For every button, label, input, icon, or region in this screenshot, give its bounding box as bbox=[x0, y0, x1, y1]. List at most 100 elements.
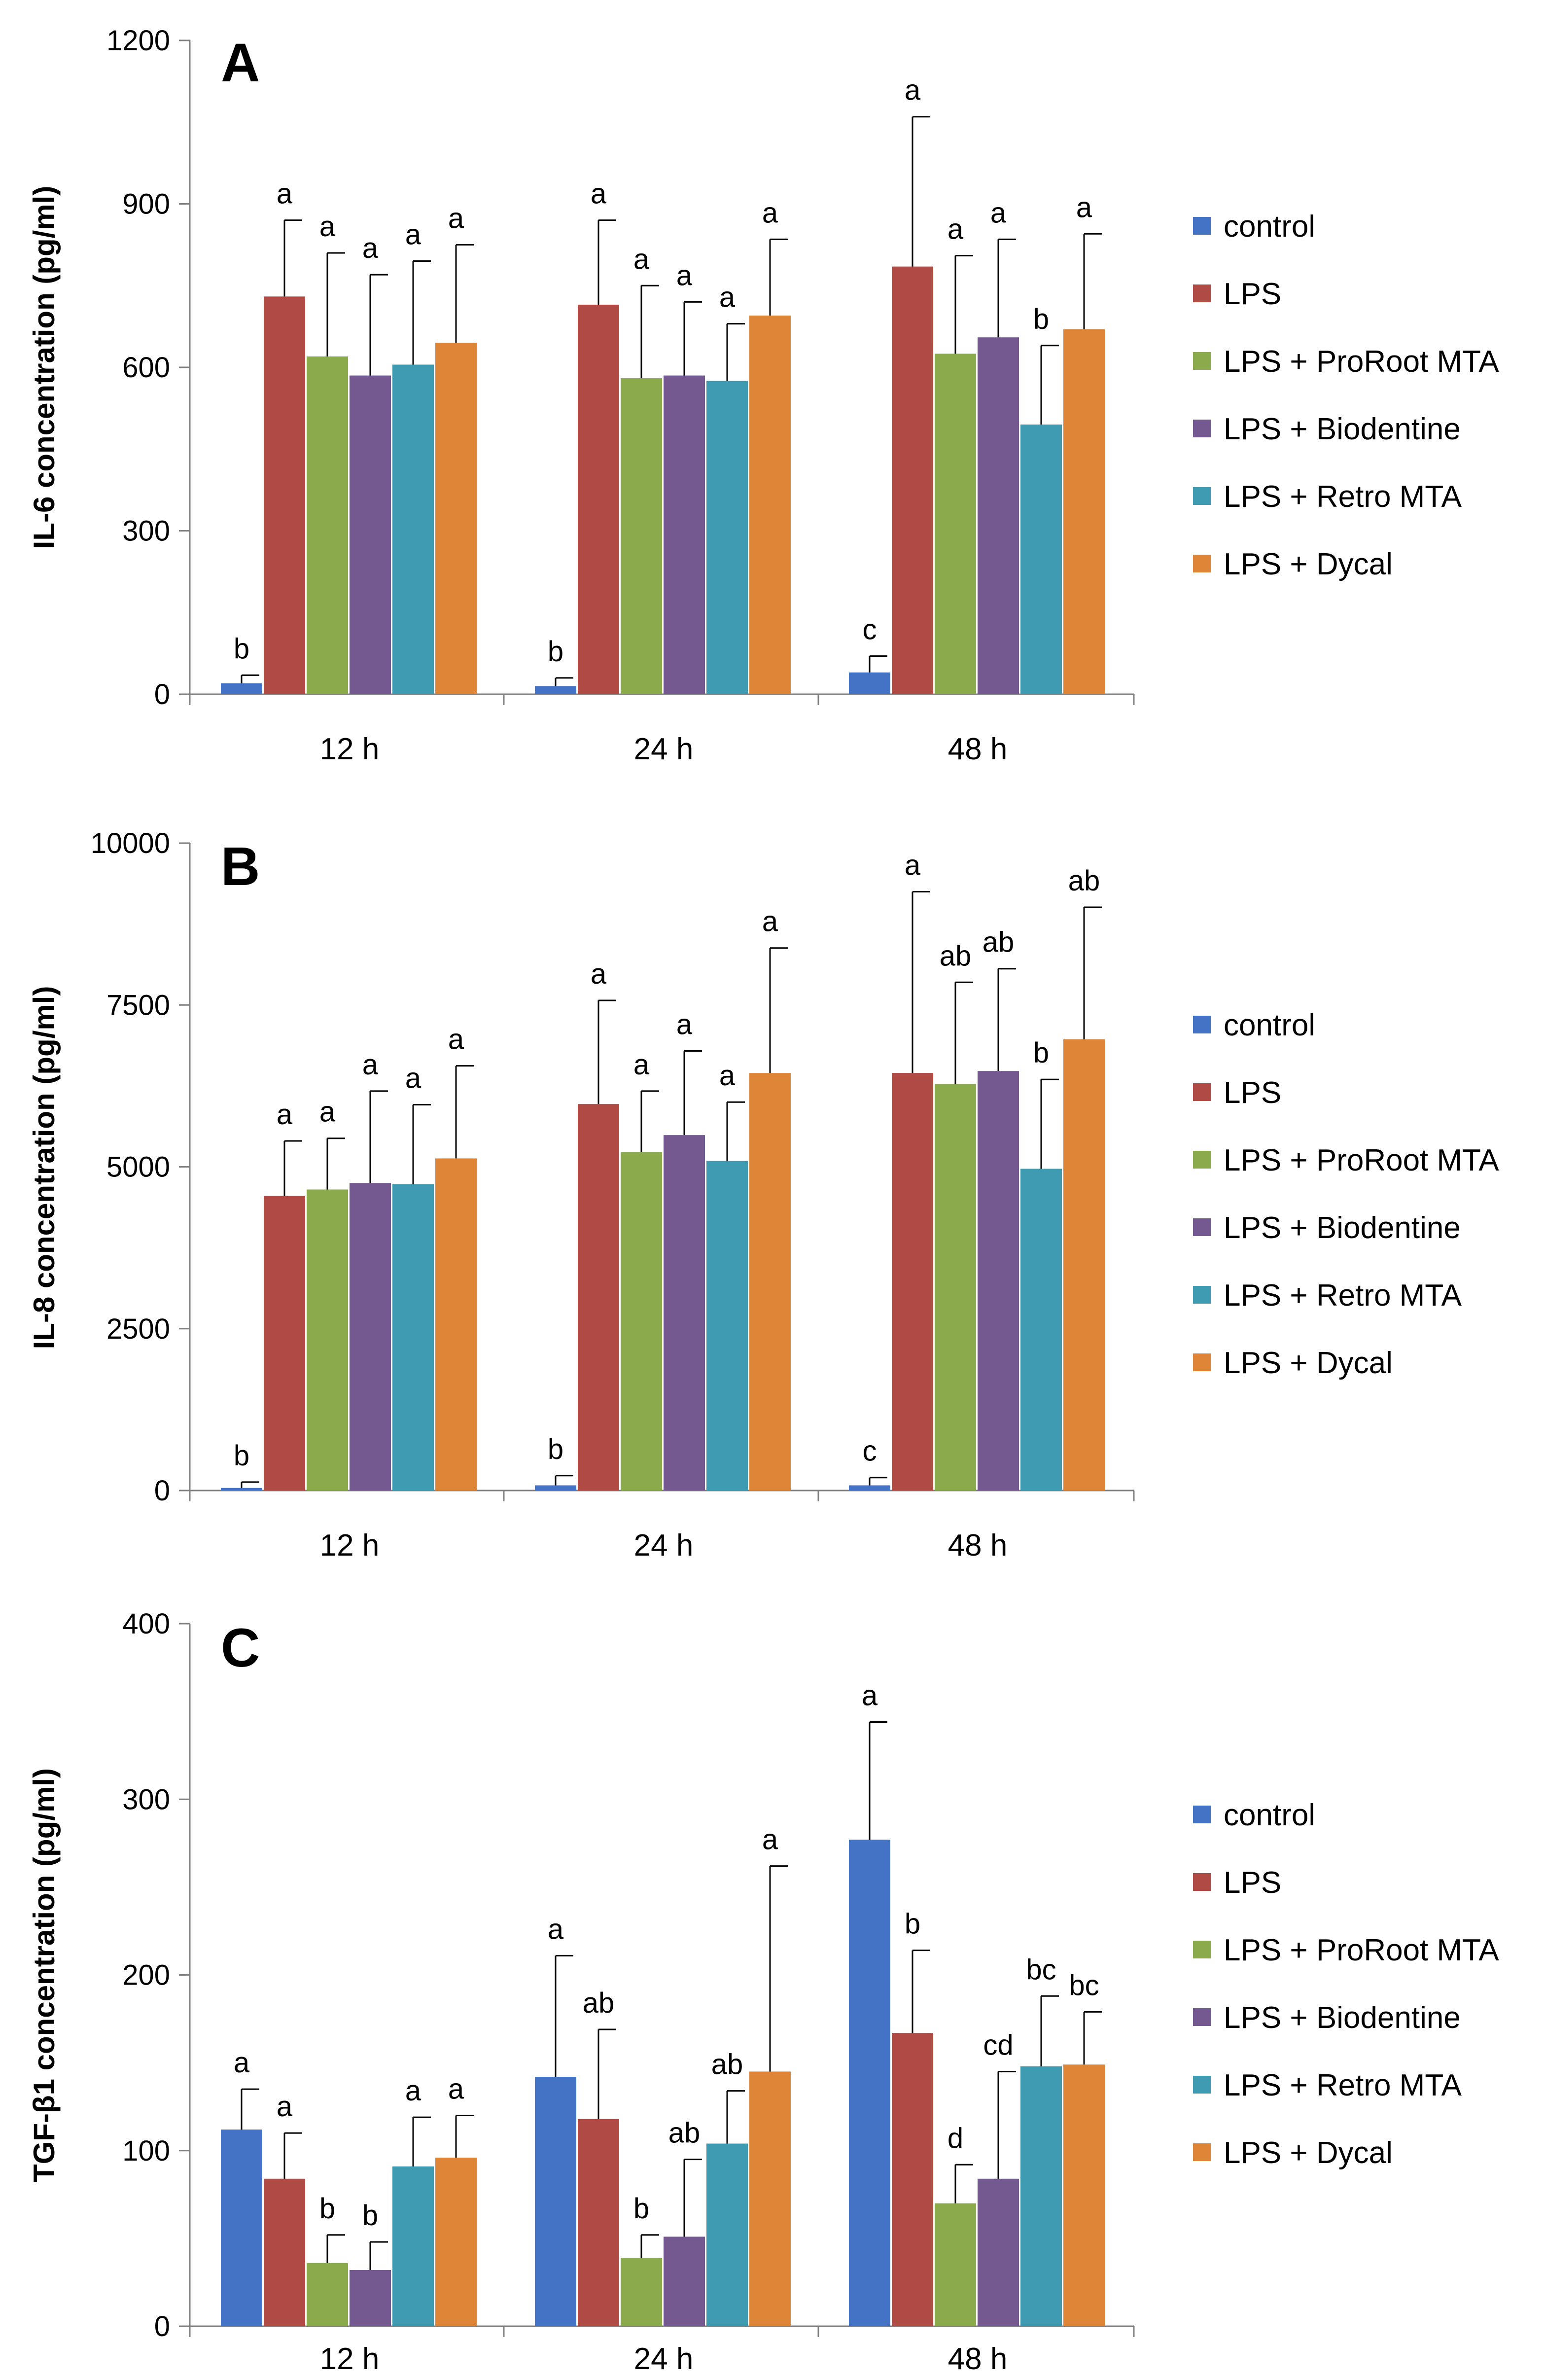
panel-C-significance-label: d bbox=[947, 2122, 963, 2154]
panel-C-y-axis-label: TGF-β1 concentration (pg/ml) bbox=[28, 1768, 61, 2182]
panel-A-y-tick-label: 600 bbox=[122, 352, 170, 384]
panel-B: 0 2500 5000 7500 10000 12 h 24 h 48 h IL-8 conce… bbox=[28, 827, 1499, 1563]
panel-A-significance-label: a bbox=[633, 243, 650, 275]
panel-B-legend-label: LPS bbox=[1224, 1076, 1281, 1110]
panel-B-y-tick-label: 10000 bbox=[91, 827, 170, 859]
panel-A-significance-label: a bbox=[947, 213, 964, 245]
panel-A-significance-label: c bbox=[863, 614, 877, 646]
panel-A-bar bbox=[935, 354, 976, 694]
panel-A-bar bbox=[1063, 329, 1105, 694]
panel-B-significance-label: ab bbox=[940, 940, 972, 972]
panel-B-significance-label: a bbox=[362, 1049, 379, 1081]
panel-A-legend-label: LPS + Biodentine bbox=[1224, 412, 1461, 446]
panel-C-bar bbox=[1020, 2066, 1062, 2326]
panel-C-significance-label: ab bbox=[583, 1987, 615, 2019]
panel-A-legend-label: control bbox=[1224, 210, 1315, 244]
panel-B-significance-label: a bbox=[319, 1096, 336, 1128]
panel-B-bar bbox=[264, 1196, 305, 1491]
panel-C-significance-label: b bbox=[319, 2193, 335, 2225]
panel-B-significance-label: a bbox=[905, 849, 921, 881]
panel-A-significance-label: a bbox=[362, 232, 379, 264]
panel-B-significance-label: b bbox=[234, 1440, 249, 1472]
panel-A-bar bbox=[435, 343, 477, 694]
panel-A-bar bbox=[535, 686, 576, 694]
panel-C-legend-swatch bbox=[1193, 1873, 1211, 1891]
panel-B-legend-label: LPS + Retro MTA bbox=[1224, 1279, 1462, 1313]
panel-C-y-tick-label: 200 bbox=[122, 1959, 170, 1991]
panel-C-bar bbox=[621, 2258, 662, 2326]
panel-C-bar bbox=[664, 2237, 705, 2326]
panel-C-significance-label: ab bbox=[668, 2117, 701, 2149]
panel-B-significance-label: a bbox=[676, 1008, 693, 1040]
panel-B-legend-label: control bbox=[1224, 1008, 1315, 1042]
panel-B-bar bbox=[1063, 1039, 1105, 1491]
panel-A-bar bbox=[706, 381, 748, 694]
panel-B-bar bbox=[849, 1485, 890, 1491]
panel-C-bar bbox=[221, 2130, 262, 2326]
panel-C-legend-label: LPS + Dycal bbox=[1224, 2136, 1393, 2170]
panel-B-significance-label: a bbox=[762, 906, 778, 938]
panel-C-y-tick-label: 300 bbox=[122, 1783, 170, 1815]
panel-A: 0 300 600 900 1200 12 h 24 h 48 h IL-6 concentra… bbox=[28, 25, 1499, 766]
panel-B-bar bbox=[350, 1183, 391, 1491]
panel-C-bar bbox=[350, 2270, 391, 2326]
panel-B-significance-label: a bbox=[633, 1049, 650, 1081]
panel-A-bar bbox=[978, 337, 1019, 694]
panel-C-significance-label: a bbox=[762, 1824, 778, 1856]
panel-C-significance-label: ab bbox=[711, 2049, 743, 2081]
panel-C-legend-label: LPS + ProRoot MTA bbox=[1224, 1933, 1499, 1967]
panel-A-bar bbox=[621, 378, 662, 694]
panel-A-x-category-label: 48 h bbox=[948, 732, 1008, 766]
panel-A-significance-label: a bbox=[990, 197, 1007, 229]
panel-C-significance-label: bc bbox=[1069, 1969, 1099, 2001]
panel-C-bar bbox=[535, 2077, 576, 2326]
panel-A-legend-swatch bbox=[1193, 487, 1211, 505]
panel-A-significance-label: a bbox=[448, 202, 464, 234]
panel-B-significance-label: b bbox=[548, 1433, 563, 1465]
panel-C-bar bbox=[749, 2071, 791, 2326]
panel-B-bar bbox=[307, 1189, 348, 1491]
panel-C-significance-label: a bbox=[405, 2075, 421, 2107]
panel-A-significance-label: a bbox=[591, 178, 607, 210]
panel-B-bar bbox=[935, 1084, 976, 1491]
panel-B-letter: B bbox=[221, 836, 260, 897]
panel-C-x-category-label: 48 h bbox=[948, 2342, 1008, 2376]
panel-A-bar bbox=[578, 304, 619, 694]
panel-B-significance-label: ab bbox=[983, 926, 1015, 959]
panel-C-bar bbox=[706, 2143, 748, 2326]
panel-B-significance-label: c bbox=[863, 1435, 877, 1467]
panel-C-legend-label: LPS bbox=[1224, 1866, 1281, 1900]
panel-A-y-tick-label: 1200 bbox=[106, 25, 170, 57]
panel-C-letter: C bbox=[221, 1618, 260, 1678]
panel-A-significance-label: a bbox=[405, 219, 421, 251]
panel-A-letter: A bbox=[221, 33, 260, 93]
panel-C-bar bbox=[307, 2263, 348, 2326]
panel-A-bar bbox=[1020, 425, 1062, 694]
panel-B-bar bbox=[221, 1488, 262, 1491]
panel-B-legend-label: LPS + Biodentine bbox=[1224, 1211, 1461, 1245]
panel-C-significance-label: b bbox=[362, 2200, 378, 2232]
panel-B-significance-label: a bbox=[719, 1060, 736, 1092]
panel-C-bar bbox=[392, 2166, 434, 2326]
panel-A-x-category-label: 12 h bbox=[320, 732, 380, 766]
panel-C-x-category-label: 24 h bbox=[634, 2342, 694, 2376]
panel-B-significance-label: a bbox=[405, 1062, 421, 1094]
panel-C-legend-swatch bbox=[1193, 1941, 1211, 1958]
panel-C-y-tick-label: 0 bbox=[154, 2310, 170, 2343]
panel-A-y-tick-label: 900 bbox=[122, 188, 170, 220]
panel-B-bar bbox=[749, 1073, 791, 1491]
panel-B-significance-label: a bbox=[448, 1024, 464, 1056]
panel-A-significance-label: a bbox=[719, 282, 736, 314]
panel-B-bar bbox=[392, 1184, 434, 1491]
panel-A-legend-swatch bbox=[1193, 217, 1211, 235]
panel-A-bar bbox=[849, 672, 890, 694]
panel-C-significance-label: cd bbox=[983, 2029, 1013, 2061]
panel-C: 0 100 200 300 400 12 h 24 h 48 h TGF-β1 concentr… bbox=[28, 1608, 1499, 2376]
panel-C-legend-swatch bbox=[1193, 2143, 1211, 2161]
panel-C-bar bbox=[978, 2178, 1019, 2326]
panel-A-legend-swatch bbox=[1193, 284, 1211, 302]
panel-A-significance-label: b bbox=[548, 636, 563, 668]
panel-B-x-category-label: 48 h bbox=[948, 1528, 1008, 1563]
panel-A-legend-label: LPS + ProRoot MTA bbox=[1224, 345, 1499, 379]
